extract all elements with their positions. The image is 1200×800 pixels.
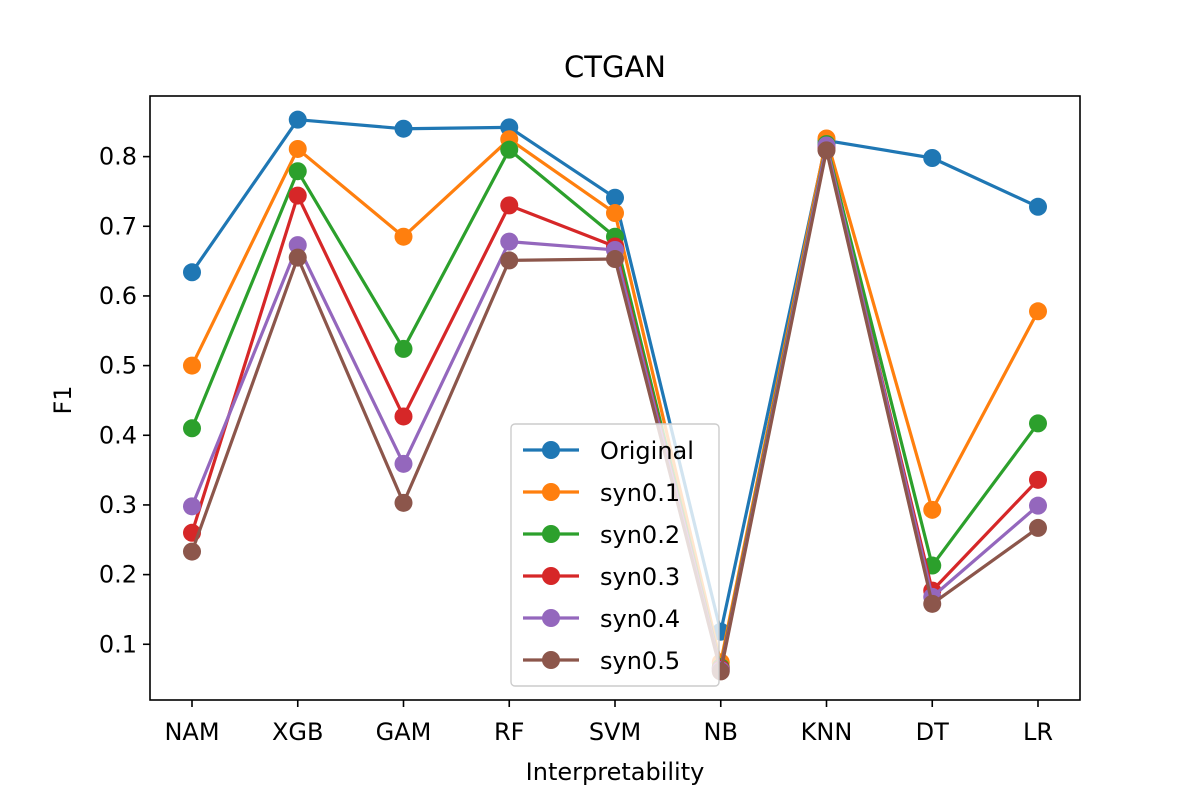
data-point	[183, 542, 201, 561]
legend-label: syn0.4	[600, 605, 680, 633]
y-tick-label: 0.6	[99, 282, 137, 310]
data-point	[288, 186, 307, 205]
legend-marker	[542, 525, 560, 543]
y-axis-label: F1	[49, 385, 77, 414]
legend-marker	[542, 567, 560, 585]
legend-marker	[542, 651, 560, 669]
data-point	[183, 497, 201, 516]
legend-label: syn0.2	[600, 521, 680, 549]
series-syn0.1	[183, 129, 1047, 672]
legend-marker	[542, 609, 560, 627]
data-point	[923, 500, 942, 519]
data-point	[1029, 470, 1047, 489]
x-tick-label: KNN	[801, 718, 853, 746]
y-tick-label: 0.1	[99, 630, 137, 658]
data-point	[394, 493, 413, 512]
data-point	[1029, 496, 1047, 515]
data-point	[394, 227, 413, 246]
data-point	[1029, 197, 1047, 216]
x-tick-label: DT	[916, 718, 949, 746]
data-point	[183, 356, 201, 375]
y-tick-label: 0.2	[99, 561, 137, 589]
data-point	[183, 419, 201, 438]
x-tick-label: LR	[1023, 718, 1053, 746]
x-tick-label: SVM	[589, 718, 641, 746]
data-point	[606, 204, 624, 223]
x-tick-label: RF	[494, 718, 524, 746]
data-point	[394, 407, 413, 426]
x-tick-label: NB	[704, 718, 738, 746]
data-point	[500, 140, 519, 159]
y-tick-label: 0.5	[99, 352, 137, 380]
y-tick-label: 0.8	[99, 143, 137, 171]
data-point	[288, 236, 307, 255]
legend: Original syn0.1 syn0.2 syn0.3 syn0.4 syn0.5	[510, 423, 720, 687]
data-point	[1029, 302, 1047, 321]
data-point	[500, 251, 519, 270]
data-point	[288, 139, 307, 158]
y-tick-label: 0.4	[99, 421, 137, 449]
x-axis-label: Interpretability	[526, 758, 705, 786]
chart-title: CTGAN	[564, 50, 666, 84]
y-tick-label: 0.3	[99, 491, 137, 519]
legend-marker	[542, 441, 560, 459]
data-point	[394, 339, 413, 358]
data-point	[394, 454, 413, 473]
legend-box	[510, 423, 720, 687]
y-tick-label: 0.7	[99, 212, 137, 240]
legend-label: syn0.5	[600, 647, 680, 675]
x-tick-label: NAM	[164, 718, 219, 746]
ticks-layer: NAM XGB GAM RF SVM NB KNN DT LR 0.1 0.2 0.3 0.4 0.5 0.…	[99, 143, 1053, 746]
data-point	[500, 196, 519, 215]
data-point	[288, 162, 307, 181]
data-point	[923, 149, 942, 168]
legend-label: syn0.1	[600, 479, 680, 507]
data-point	[288, 110, 307, 129]
x-tick-label: GAM	[376, 718, 432, 746]
data-point	[817, 141, 836, 160]
data-point	[500, 232, 519, 251]
data-point	[1029, 518, 1047, 537]
data-point	[394, 119, 413, 138]
series-syn0.5	[183, 141, 1047, 681]
data-point	[606, 250, 624, 269]
data-point	[183, 263, 201, 282]
x-tick-label: XGB	[272, 718, 324, 746]
data-point	[923, 594, 942, 613]
data-point	[606, 188, 624, 207]
legend-marker	[542, 483, 560, 501]
data-point	[1029, 414, 1047, 433]
legend-label: syn0.3	[600, 563, 680, 591]
data-point	[288, 248, 307, 267]
legend-label: Original	[600, 437, 694, 465]
